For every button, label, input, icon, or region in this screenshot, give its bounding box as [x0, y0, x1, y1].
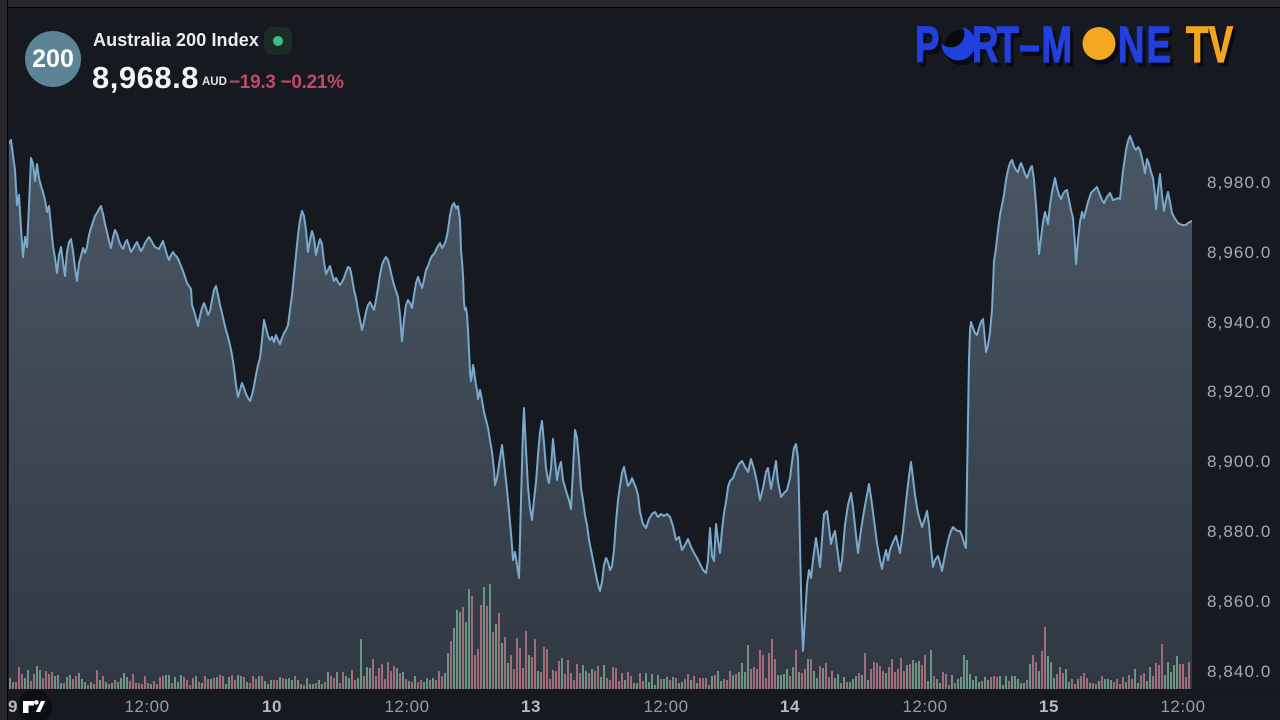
svg-text:–: –: [1022, 21, 1042, 73]
svg-text:N: N: [1118, 17, 1145, 73]
svg-text:P: P: [915, 17, 939, 73]
svg-text:M: M: [1045, 21, 1076, 73]
svg-text:P: P: [918, 21, 942, 73]
svg-text:N: N: [1121, 21, 1148, 73]
svg-text:V: V: [1211, 21, 1236, 73]
svg-text:R: R: [975, 21, 1002, 73]
svg-text:–: –: [1019, 17, 1039, 73]
svg-text:T: T: [1000, 21, 1022, 73]
svg-text:M: M: [1042, 17, 1073, 73]
svg-text:T: T: [997, 17, 1019, 73]
svg-text:T: T: [1189, 21, 1211, 73]
svg-text:E: E: [1146, 17, 1170, 73]
svg-text:V: V: [1208, 17, 1233, 73]
svg-text:E: E: [1149, 21, 1173, 73]
svg-text:T: T: [1186, 17, 1208, 73]
svg-text:R: R: [972, 17, 999, 73]
